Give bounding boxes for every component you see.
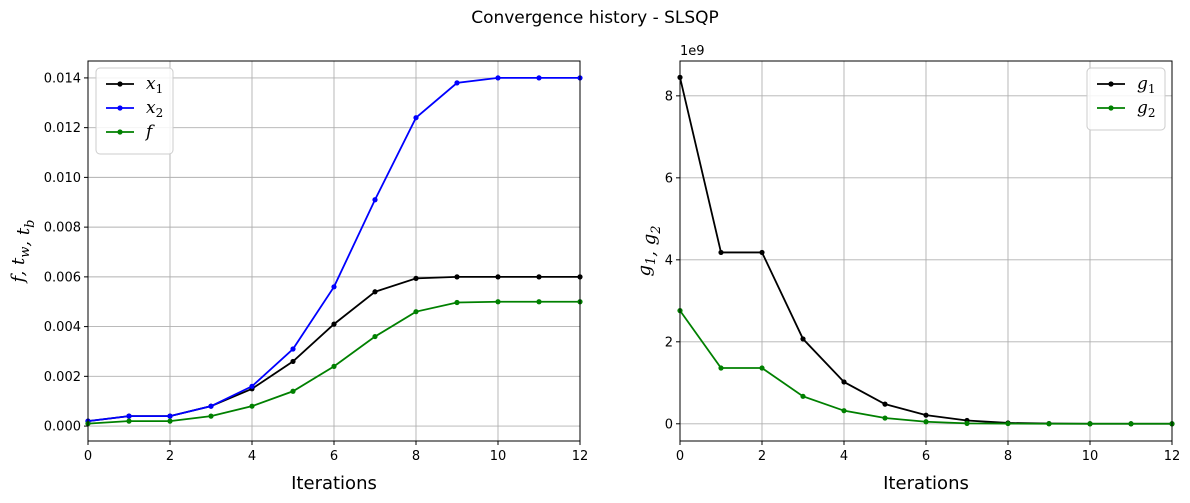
- data-point: [413, 115, 419, 121]
- x-tick-label: 4: [248, 449, 256, 464]
- data-point: [454, 80, 460, 86]
- y-axis-label: g1, g2: [634, 225, 664, 276]
- data-point: [495, 299, 501, 305]
- data-point: [454, 274, 460, 280]
- legend-label: x1: [146, 74, 163, 96]
- data-point: [718, 365, 724, 371]
- data-point: [126, 413, 132, 419]
- data-point: [536, 299, 542, 305]
- data-point: [1128, 421, 1134, 427]
- x-tick-label: 8: [1004, 449, 1012, 464]
- data-point: [1087, 421, 1093, 427]
- data-point: [536, 75, 542, 81]
- data-point: [331, 284, 337, 290]
- data-point: [923, 412, 929, 418]
- y-tick-label: 4: [665, 253, 673, 268]
- data-point: [290, 346, 296, 352]
- data-point: [1046, 421, 1052, 427]
- legend-label: f: [144, 122, 155, 142]
- data-point: [1005, 420, 1011, 427]
- legend-box: [1086, 67, 1166, 131]
- data-point: [841, 408, 847, 414]
- y-tick-label: 0.004: [44, 320, 81, 335]
- data-point: [454, 299, 460, 306]
- legend-label: g2: [1137, 98, 1156, 120]
- y-tick-label: 0.008: [44, 221, 81, 236]
- y-tick-label: 8: [665, 89, 673, 104]
- data-point: [372, 289, 378, 295]
- data-point: [718, 249, 724, 256]
- data-point: [372, 333, 378, 340]
- y-axis-label: f, tw, tb: [8, 220, 38, 285]
- data-point: [126, 418, 132, 424]
- y-tick-label: 0.006: [44, 270, 81, 285]
- x-tick-label: 8: [412, 449, 420, 464]
- y-tick-label: 0.002: [44, 370, 81, 385]
- x-tick-label: 10: [490, 449, 507, 464]
- x-tick-label: 10: [1082, 449, 1099, 464]
- data-point: [290, 388, 296, 394]
- legend-marker: [117, 105, 123, 111]
- legend-marker: [1108, 105, 1114, 111]
- x-tick-label: 12: [572, 449, 589, 464]
- data-point: [290, 358, 296, 365]
- data-point: [536, 274, 542, 280]
- x-tick-label: 6: [330, 449, 338, 464]
- data-point: [882, 415, 888, 421]
- data-point: [167, 418, 173, 424]
- chart-panel-1: 0 2 4 6 8 10 12 0.000 0.002 0.004 0.006 0.008 0.010 0…: [8, 60, 589, 494]
- legend-marker: [117, 81, 123, 87]
- legend-marker: [117, 129, 123, 135]
- data-point: [882, 401, 888, 407]
- y-tick-label: 0.012: [44, 121, 81, 136]
- data-point: [841, 379, 847, 385]
- data-point: [249, 403, 255, 409]
- data-point: [495, 75, 501, 81]
- x-tick-label: 12: [1164, 449, 1181, 464]
- legend-label: g1: [1137, 74, 1156, 96]
- data-point: [964, 420, 970, 426]
- x-tick-label: 0: [676, 449, 684, 464]
- data-point: [331, 321, 337, 327]
- data-point: [413, 309, 419, 315]
- data-point: [800, 393, 806, 399]
- y-tick-label: 0: [665, 417, 673, 432]
- data-point: [923, 419, 929, 425]
- data-point: [249, 383, 255, 389]
- x-tick-label: 0: [84, 449, 92, 464]
- legend-marker: [1108, 81, 1114, 87]
- data-point: [759, 365, 765, 371]
- legend-label: x2: [146, 98, 163, 120]
- data-point: [413, 275, 419, 281]
- x-tick-label: 2: [758, 449, 766, 464]
- data-point: [495, 274, 501, 280]
- x-tick-label: 6: [922, 449, 930, 464]
- axis-offset-text: 1e9: [680, 44, 705, 59]
- x-axis-label: Iterations: [883, 473, 969, 494]
- y-tick-label: 2: [665, 335, 673, 350]
- data-point: [759, 249, 765, 256]
- data-point: [208, 403, 214, 409]
- figure-title: Convergence history - SLSQP: [471, 8, 719, 28]
- data-point: [331, 363, 337, 369]
- data-point: [800, 336, 806, 342]
- data-point: [372, 197, 378, 203]
- x-tick-label: 2: [166, 449, 174, 464]
- x-axis-label: Iterations: [291, 473, 377, 494]
- x-tick-label: 4: [840, 449, 848, 464]
- data-point: [208, 413, 214, 419]
- y-tick-label: 0.014: [44, 71, 81, 86]
- y-tick-label: 0.010: [44, 171, 81, 186]
- y-tick-label: 0.000: [44, 420, 81, 435]
- data-point: [167, 413, 173, 419]
- y-tick-label: 6: [665, 171, 673, 186]
